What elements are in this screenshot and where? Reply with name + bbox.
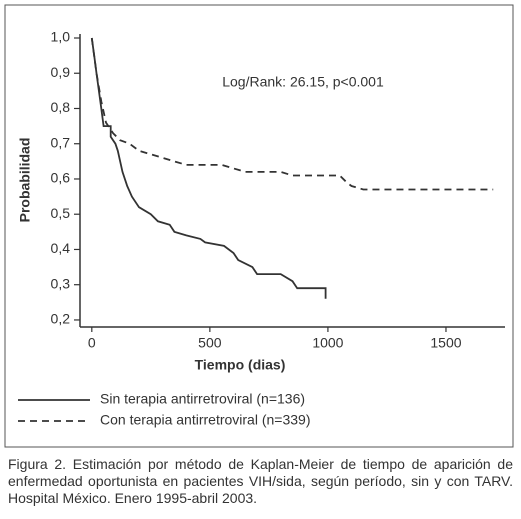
y-tick-label: 0,4	[51, 240, 71, 256]
x-tick-label: 500	[198, 335, 222, 351]
chart: Log/Rank: 26.15, p<0.001 Tiempo (dias) P…	[4, 4, 514, 448]
y-tick-label: 0,8	[51, 99, 71, 115]
y-tick-label: 1,0	[51, 29, 71, 45]
frame	[4, 4, 514, 448]
legend-label: Con terapia antirretroviral (n=339)	[100, 412, 311, 428]
y-tick-label: 0,5	[51, 205, 71, 221]
y-tick-label: 0,9	[51, 64, 71, 80]
x-tick-label: 1500	[430, 335, 461, 351]
x-tick-label: 0	[88, 335, 96, 351]
caption: Figura 2. Estimación por método de Kapla…	[8, 456, 513, 506]
x-axis-label: Tiempo (dias)	[195, 357, 286, 373]
y-axis-label: Probabilidad	[17, 138, 33, 223]
y-tick-label: 0,3	[51, 275, 71, 291]
survival-line	[90, 37, 494, 191]
y-tick-label: 0,7	[51, 134, 71, 150]
y-tick-label: 0,2	[51, 311, 71, 327]
legend-label: Sin terapia antirretroviral (n=136)	[100, 391, 305, 407]
survival-line	[90, 37, 327, 299]
y-tick-label: 0,6	[51, 170, 71, 186]
x-tick-label: 1000	[312, 335, 343, 351]
annotation: Log/Rank: 26.15, p<0.001	[222, 74, 384, 90]
